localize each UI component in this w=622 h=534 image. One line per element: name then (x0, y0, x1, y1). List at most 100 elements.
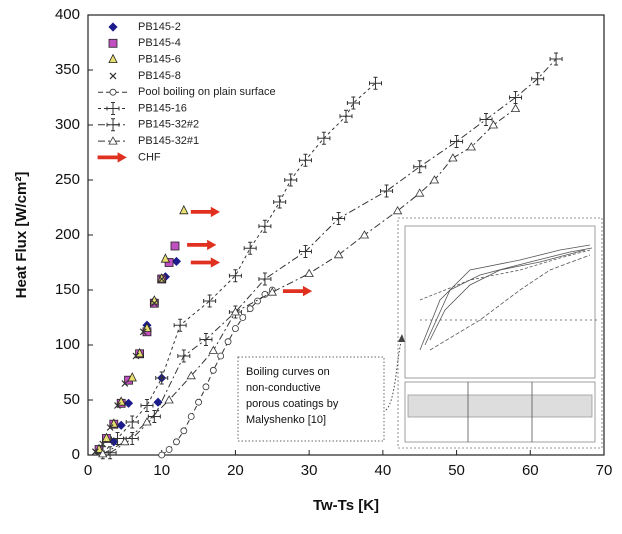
marker (180, 427, 188, 435)
marker (254, 297, 261, 305)
marker (510, 103, 521, 112)
y-tick-label: 350 (55, 61, 80, 78)
legend-label: PB145-4 (138, 37, 181, 49)
marker (232, 325, 239, 332)
legend-label: CHF (138, 151, 161, 163)
marker (346, 96, 360, 110)
legend-marker (106, 102, 120, 115)
legend-marker (109, 88, 117, 96)
marker (199, 333, 213, 346)
x-tick-label: 50 (448, 462, 465, 479)
x-tick-label: 60 (522, 462, 539, 479)
marker (147, 410, 161, 423)
legend-label: PB145-8 (138, 70, 181, 82)
marker (208, 345, 219, 354)
series-line (109, 58, 557, 454)
marker (509, 91, 523, 104)
x-tick-label: 70 (596, 462, 613, 479)
marker (187, 413, 195, 420)
marker (187, 239, 217, 251)
marker (273, 195, 287, 209)
marker (170, 241, 180, 251)
marker (243, 241, 257, 255)
marker (332, 212, 346, 225)
annotation-line: porous coatings by (246, 398, 339, 410)
marker (106, 424, 114, 431)
marker (120, 436, 130, 446)
series-line (161, 289, 273, 456)
marker (448, 153, 458, 162)
marker (239, 314, 247, 321)
x-tick-label: 40 (375, 462, 392, 479)
marker (158, 451, 166, 459)
x-tick-label: 10 (153, 462, 170, 479)
y-tick-label: 250 (55, 171, 80, 188)
marker (114, 402, 121, 409)
marker (121, 380, 129, 387)
marker (203, 294, 217, 308)
legend-marker (108, 136, 118, 145)
marker (298, 153, 312, 167)
marker (282, 285, 313, 297)
y-tick-label: 400 (55, 6, 80, 23)
marker (429, 175, 440, 184)
legend-marker (108, 53, 118, 63)
x-tick-label: 30 (301, 462, 318, 479)
legend-marker (109, 72, 117, 80)
legend-label: PB145-32#1 (138, 135, 199, 147)
legend-label: PB145-2 (138, 21, 181, 33)
annotation-box (237, 334, 405, 442)
annotation-line: non-conductive (246, 382, 321, 394)
y-tick-label: 150 (55, 281, 80, 298)
marker (413, 160, 427, 174)
marker (246, 305, 254, 313)
marker (98, 449, 108, 458)
marker (101, 432, 112, 442)
marker (186, 370, 196, 380)
marker (179, 204, 189, 215)
marker (160, 253, 171, 263)
marker (415, 188, 425, 197)
y-tick-label: 0 (72, 446, 80, 463)
marker (466, 142, 477, 151)
marker (549, 52, 563, 66)
marker (224, 338, 232, 346)
marker (116, 420, 126, 430)
legend-label: PB145-6 (138, 54, 181, 66)
marker (155, 371, 169, 385)
marker (298, 245, 312, 258)
marker (202, 383, 210, 391)
marker (190, 206, 221, 218)
x-axis-label: Tw-Ts [K] (313, 497, 379, 514)
y-tick-label: 50 (63, 391, 80, 408)
marker (450, 135, 464, 148)
marker (139, 328, 147, 336)
marker (230, 307, 241, 316)
marker (127, 372, 137, 382)
legend-marker (106, 118, 120, 132)
annotation: Boiling curves on non-conductive porous co… (246, 366, 339, 426)
marker (317, 131, 331, 145)
marker (304, 268, 314, 277)
y-axis-label: Heat Flux [W/cm²] (13, 172, 30, 299)
legend-marker (108, 38, 118, 48)
marker (171, 256, 182, 266)
marker (333, 249, 344, 259)
legend-marker (108, 22, 118, 32)
marker (150, 299, 158, 307)
annotation-line: Boiling curves on (246, 366, 330, 378)
y-tick-label: 200 (55, 226, 80, 243)
marker (258, 219, 272, 233)
marker (153, 397, 163, 407)
legend-label: PB145-16 (138, 102, 187, 114)
marker (217, 352, 225, 360)
marker (123, 398, 134, 408)
marker (479, 113, 493, 126)
marker (125, 432, 139, 445)
marker (190, 257, 221, 268)
marker (368, 76, 382, 90)
y-tick-label: 300 (55, 116, 80, 133)
marker (173, 318, 187, 332)
legend-marker (97, 152, 127, 163)
